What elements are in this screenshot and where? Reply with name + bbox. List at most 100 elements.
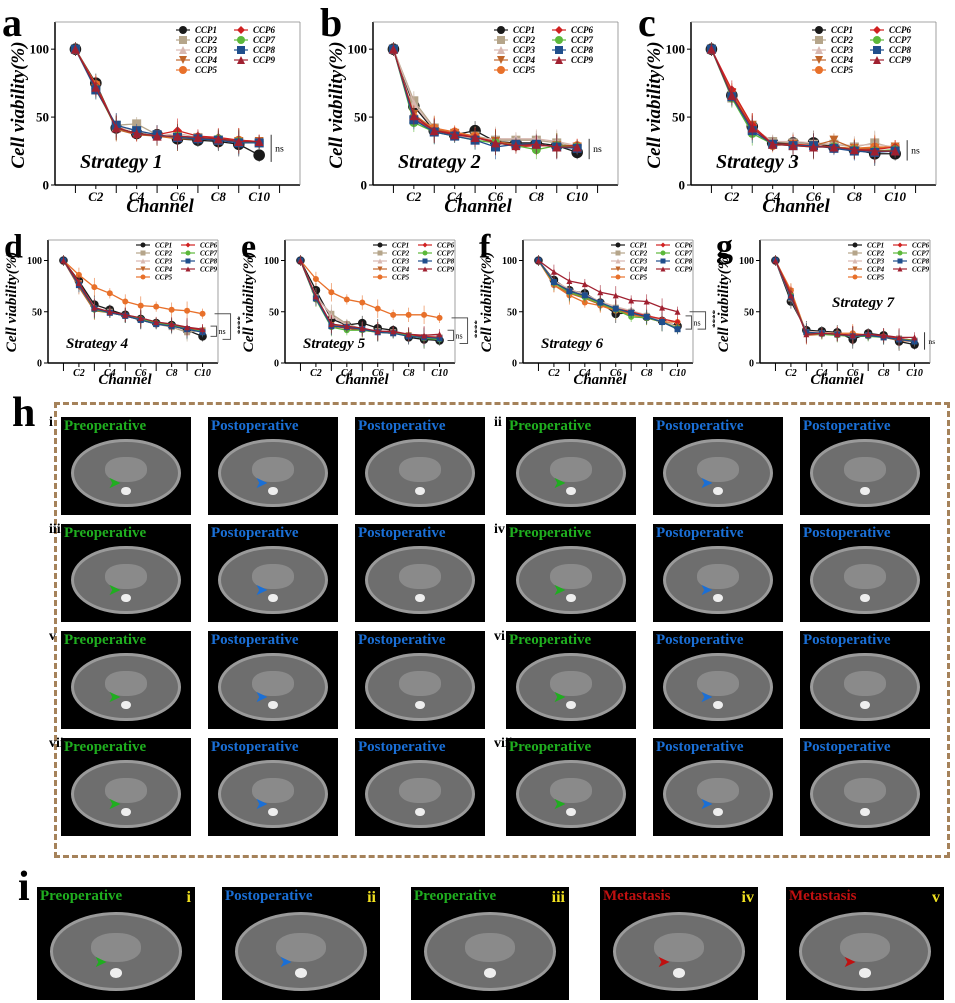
legend-label: CCP6 <box>253 25 276 35</box>
scan-label-pre: Preoperative <box>64 418 147 434</box>
ct-scan-image: Postoperative <box>355 417 485 515</box>
legend-marker <box>897 266 903 272</box>
data-point <box>359 325 366 332</box>
data-point <box>706 44 716 54</box>
y-axis-label: Cell viability(%) <box>4 252 20 352</box>
data-point <box>436 331 443 338</box>
ct-spine <box>483 967 497 978</box>
chart-b: b 0 50 100 C2 C4 C6 C8 C10 Channel Cell viability(… <box>320 0 619 217</box>
data-point <box>809 142 818 152</box>
y-axis-label: Cell viability(%) <box>479 252 495 352</box>
ct-case-grid: i Preoperative ➤ Postoperative ➤ Postoperativ… <box>49 402 950 858</box>
legend-marker <box>555 26 563 34</box>
legend-marker <box>660 266 666 272</box>
scan-label-post: Postoperative <box>803 632 891 648</box>
legend-marker <box>377 274 383 280</box>
ct-organ <box>697 457 739 483</box>
ct-scan-image: Preoperative ➤ <box>61 738 191 836</box>
x-axis-label: Channel <box>98 372 152 388</box>
ct-body-section <box>365 652 475 722</box>
series-ccp6 <box>535 255 681 329</box>
case-numeral: iv <box>494 522 505 537</box>
legend-marker <box>179 26 187 34</box>
case-numeral: vi <box>494 629 505 644</box>
series-line <box>62 260 203 333</box>
ct-body-section <box>365 545 475 615</box>
data-point <box>106 290 113 297</box>
lesion-arrow-icon: ➤ <box>107 795 122 813</box>
ct-case: vi Preoperative ➤ Postoperative ➤ Postoperati… <box>494 629 947 735</box>
data-point <box>643 298 650 305</box>
series-line <box>74 48 260 143</box>
x-tick-label: C4 <box>341 368 353 379</box>
case-numeral: ii <box>494 415 502 430</box>
legend-marker <box>237 26 245 34</box>
image-numeral: iii <box>551 889 565 906</box>
data-point <box>865 331 872 338</box>
ct-body-section <box>218 759 328 829</box>
legend-marker <box>815 46 823 54</box>
data-point <box>597 289 604 296</box>
scan-label-post: Postoperative <box>211 418 299 434</box>
legend-label: CCP7 <box>912 249 930 257</box>
data-point <box>870 146 880 156</box>
legend-label: CCP8 <box>437 257 455 265</box>
lesion-arrow-icon: ➤ <box>254 795 269 813</box>
ct-spine <box>712 486 724 496</box>
series-ccp9 <box>60 255 206 337</box>
data-point <box>91 82 101 92</box>
series-line <box>392 48 578 151</box>
data-point <box>566 288 573 295</box>
legend-marker <box>422 266 428 272</box>
panel-letter: g <box>716 230 733 266</box>
ct-scan-image: Postoperative <box>800 417 930 515</box>
lesion-arrow-icon: ➤ <box>552 688 567 706</box>
data-point <box>343 323 350 330</box>
ct-spine <box>672 967 686 978</box>
ct-body-section <box>516 759 626 829</box>
x-tick-label: C8 <box>166 368 178 379</box>
scan-label-pre: Preoperative <box>40 888 123 904</box>
legend-marker <box>179 66 187 74</box>
x-axis-label: Channel <box>444 196 512 217</box>
x-tick-label: C6 <box>488 189 504 204</box>
legend-marker <box>179 36 187 44</box>
ct-body-section <box>218 438 328 508</box>
data-point <box>581 281 588 288</box>
series-line <box>74 48 260 144</box>
legend-marker <box>660 258 666 264</box>
legend-label: CCP7 <box>571 35 594 45</box>
significance-label: ns <box>593 144 602 155</box>
x-tick-label: C10 <box>906 368 923 379</box>
chart-d: d 0 50 100 C2 C4 C6 C8 C10 Channel Cell viability(… <box>4 230 240 388</box>
series-line <box>710 48 896 149</box>
x-tick-label: C10 <box>669 368 686 379</box>
legend-marker <box>815 56 823 64</box>
x-tick-label: C2 <box>785 368 797 379</box>
data-point <box>297 257 304 264</box>
data-point <box>659 304 666 311</box>
data-point <box>787 292 794 299</box>
ct-organ <box>653 933 705 963</box>
data-point <box>388 44 398 54</box>
significance-bracket <box>689 311 707 330</box>
x-tick-label: C4 <box>816 368 828 379</box>
legend-label: CCP1 <box>630 241 647 249</box>
ct-scan-image: Postoperative <box>355 631 485 729</box>
scan-label-pre: Preoperative <box>64 525 147 541</box>
ct-body-section <box>365 438 475 508</box>
y-tick-label: 50 <box>36 110 49 125</box>
ct-organ <box>105 564 147 590</box>
ct-body-section <box>365 759 475 829</box>
data-point <box>390 328 397 335</box>
data-point <box>122 298 129 305</box>
ct-scan-image: Preoperative ➤ <box>61 524 191 622</box>
legend-marker <box>140 250 146 256</box>
significance-label: ns <box>275 143 284 154</box>
series-line <box>710 48 896 149</box>
legend-marker <box>615 250 621 256</box>
series-ccp9 <box>706 42 900 164</box>
ct-organ <box>399 778 441 804</box>
scan-label-post: Postoperative <box>656 739 744 755</box>
legend-label: CCP9 <box>200 265 218 273</box>
